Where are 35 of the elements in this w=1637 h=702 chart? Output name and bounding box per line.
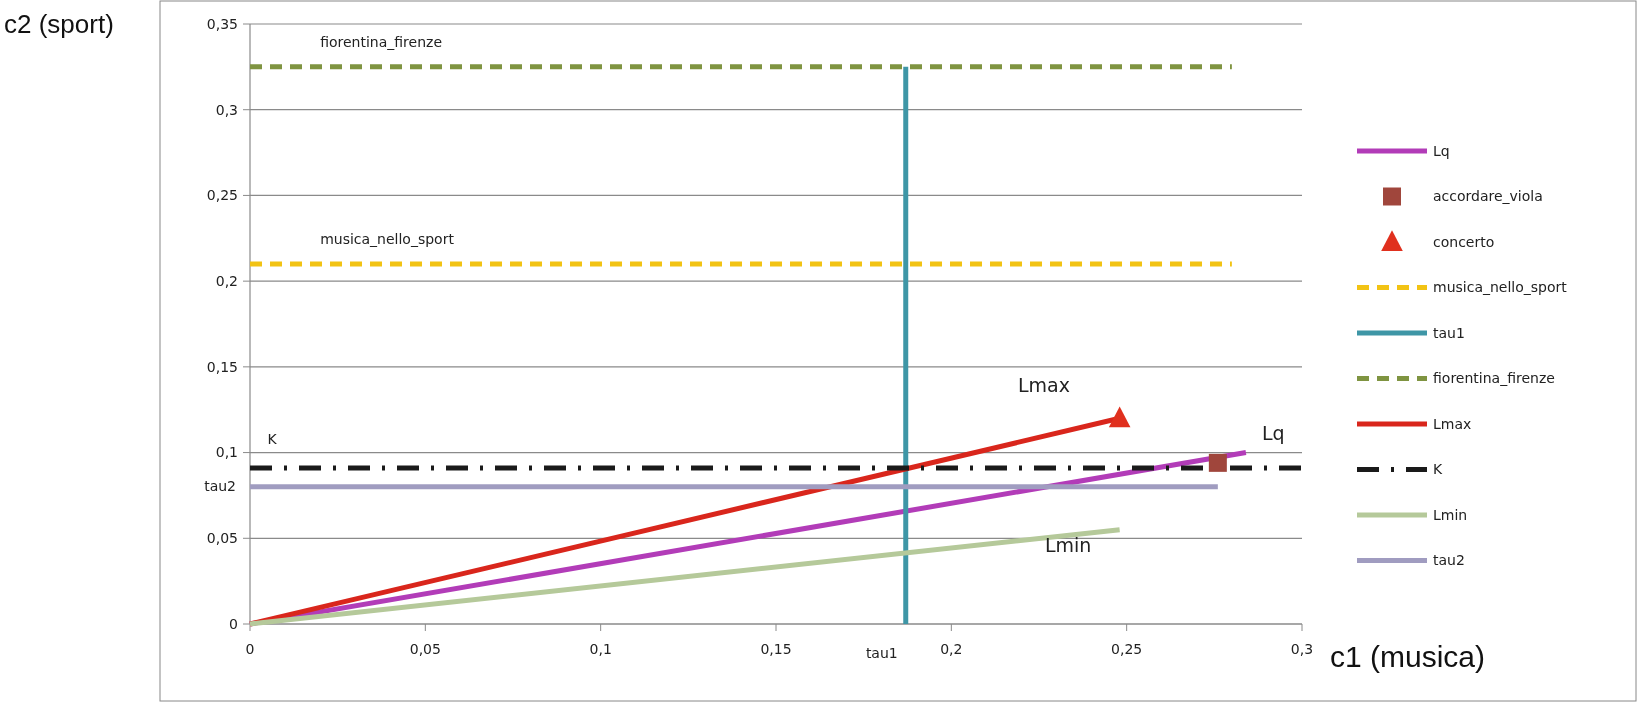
annotation: Lmin	[1045, 534, 1092, 556]
legend-label: Lmax	[1433, 415, 1472, 432]
annotation: tau2	[204, 477, 236, 494]
legend-label: tau1	[1433, 324, 1465, 341]
annotation: K	[267, 431, 278, 447]
legend-label: K	[1433, 461, 1443, 478]
y-tick-label: 0,1	[215, 444, 238, 461]
legend-label: concerto	[1433, 233, 1495, 250]
y-axis-title: c2 (sport)	[4, 9, 114, 39]
x-tick-label: 0,15	[760, 641, 792, 657]
annotation: tau1	[865, 645, 898, 661]
y-tick-label: 0,15	[206, 358, 238, 375]
x-tick-label: 0,25	[1111, 641, 1143, 657]
y-tick-label: 0,25	[206, 187, 238, 204]
legend-label: Lmin	[1433, 506, 1468, 523]
x-tick-label: 0,2	[940, 641, 963, 657]
y-tick-label: 0	[229, 615, 238, 632]
annotation: fiorentina_firenze	[320, 33, 443, 50]
x-tick-label: 0,3	[1290, 641, 1314, 657]
legend-label: Lq	[1433, 142, 1450, 159]
annotation: Lq	[1262, 422, 1285, 444]
legend-label: fiorentina_firenze	[1433, 370, 1555, 387]
annotation: Lmax	[1018, 374, 1070, 396]
annotation: musica_nello_sport	[320, 231, 455, 247]
legend-label: tau2	[1433, 552, 1465, 569]
y-tick-label: 0,3	[215, 101, 238, 118]
y-tick-label: 0,05	[206, 530, 238, 547]
x-tick-label: 0	[245, 641, 255, 657]
y-tick-label: 0,35	[206, 15, 238, 32]
y-tick-label: 0,2	[215, 273, 238, 290]
x-tick-label: 0,1	[589, 641, 612, 657]
legend-label: musica_nello_sport	[1433, 279, 1568, 296]
legend-label: accordare_viola	[1433, 188, 1543, 205]
x-axis-title: c1 (musica)	[1330, 640, 1486, 673]
x-tick-label: 0,05	[409, 641, 441, 657]
